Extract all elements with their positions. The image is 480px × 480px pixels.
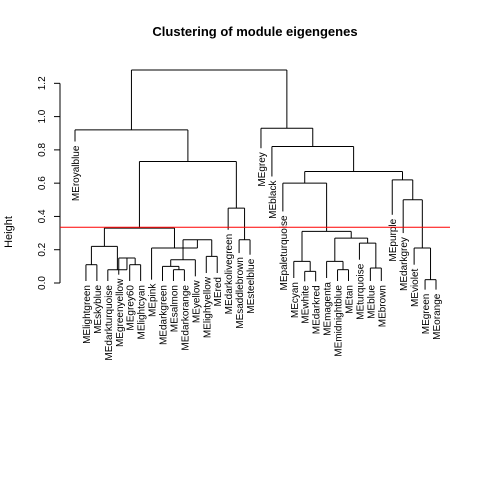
leaf-label: MEgrey (257, 152, 268, 186)
y-tick-label: 0.0 (37, 276, 48, 290)
leaf-label: MEorange (432, 293, 443, 340)
chart-title: Clustering of module eigengenes (152, 24, 357, 39)
leaf-label: MEturquoise (355, 263, 366, 320)
leaf-label: MElightyellow (202, 276, 213, 338)
leaf-label: MEblack (268, 180, 279, 219)
leaf-label: MEdarkorange (180, 285, 191, 351)
leaf-label: MEpaleturquoise (279, 215, 290, 290)
leaf-label: MEwhite (301, 285, 312, 324)
y-axis: 0.0 0.2 0.4 0.6 0.8 1.0 1.2 (37, 76, 61, 290)
dendrogram-links (74, 69, 437, 290)
leaf-label: MEgreenyellow (115, 278, 126, 347)
leaf-label: MEskyblue (93, 285, 104, 334)
leaf-label: MEyellow (191, 280, 202, 324)
leaf-label: MEred (213, 277, 224, 306)
leaf-label: MEdarkturquoise (104, 285, 115, 361)
leaf-label: MEpink (148, 283, 159, 317)
leaf-label: MElightgreen (82, 285, 93, 344)
y-axis-label: Height (3, 216, 15, 248)
y-tick-label: 0.2 (37, 242, 48, 256)
leaf-label: MEgreen (421, 294, 432, 335)
leaf-label: MEgrey60 (126, 285, 137, 331)
y-tick-label: 0.4 (37, 209, 48, 223)
leaf-label: MEdarkgreen (159, 285, 170, 345)
leaf-labels: MEroyalblue MElightgreen MEskyblue MEdarktu… (71, 145, 443, 360)
leaf-label: MEpurple (388, 218, 399, 261)
y-tick-label: 0.6 (37, 176, 48, 190)
leaf-label: MEroyalblue (71, 145, 82, 201)
leaf-label: MEtan (344, 285, 355, 314)
y-tick-label: 1.2 (37, 76, 48, 90)
leaf-label: MEsalmon (169, 285, 180, 332)
leaf-label: MEviolet (410, 268, 421, 307)
leaf-label: MEmidnightblue (334, 285, 345, 357)
leaf-label: MEdarkolivegreen (224, 234, 235, 315)
leaf-label: MEmagenta (323, 282, 334, 336)
leaf-label: MEsaddlebrown (235, 257, 246, 329)
leaf-label: MEdarkred (312, 285, 323, 334)
leaf-label: MEcyan (290, 282, 301, 318)
leaf-label: MEdarkgrey (399, 237, 410, 291)
leaf-label: MElightcyan (137, 285, 148, 339)
y-tick-label: 0.8 (37, 142, 48, 156)
leaf-label: MEbrown (377, 285, 388, 327)
leaf-label: MEsteelblue (246, 258, 257, 313)
leaf-label: MEblue (366, 285, 377, 319)
y-tick-label: 1.0 (37, 109, 48, 123)
